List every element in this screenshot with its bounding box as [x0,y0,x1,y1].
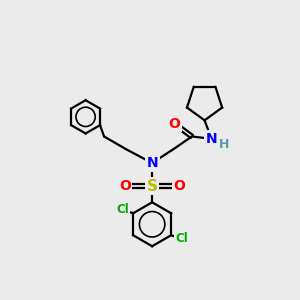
Text: H: H [219,138,230,151]
Text: Cl: Cl [116,203,129,216]
Text: N: N [206,132,217,146]
Text: N: N [146,156,158,170]
Text: O: O [169,117,181,131]
Text: O: O [119,179,131,193]
Text: S: S [147,178,158,194]
Text: O: O [173,179,185,193]
Text: Cl: Cl [175,232,188,245]
